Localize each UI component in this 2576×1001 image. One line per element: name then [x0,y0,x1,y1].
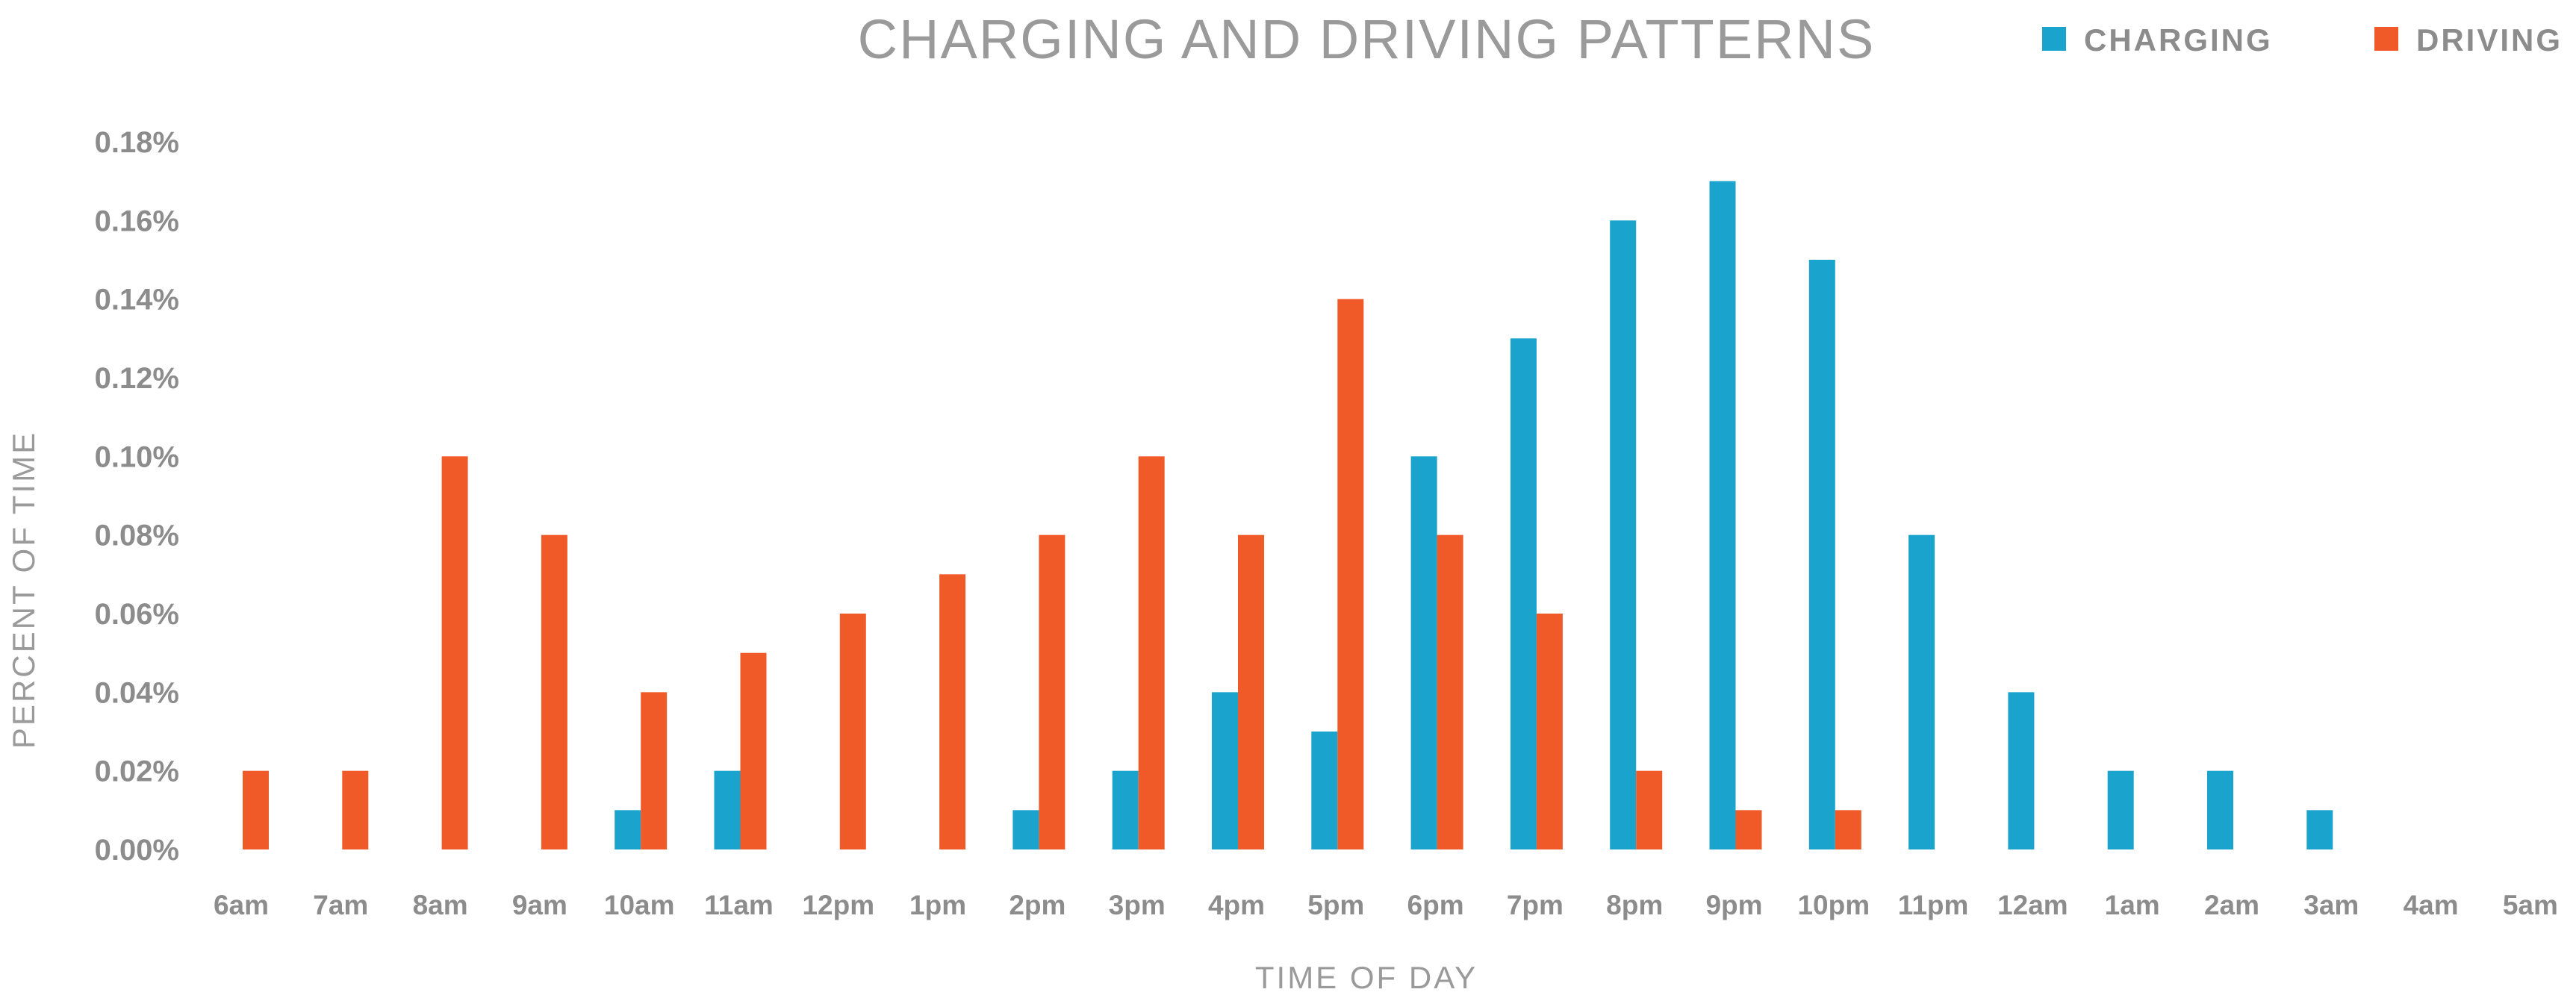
x-tick-label: 11pm [1898,890,1969,920]
x-axis-label: TIME OF DAY [1255,960,1478,995]
legend-swatch [2042,27,2066,51]
y-tick-label: 0.04% [95,676,179,709]
driving-bar [1735,810,1762,849]
driving-bar [939,574,966,849]
x-tick-label: 10am [604,890,675,920]
x-tick-label: 8pm [1606,890,1663,920]
charging-bar [1908,534,1935,849]
charging-bar [1610,220,1637,849]
driving-bar [441,456,468,849]
legend-label: DRIVING [2416,22,2563,57]
x-axis-ticks: 6am 7am 8am 9am 10am 11am 12pm 1pm 2pm 3pm 4pm 5pm 6… [214,890,2558,920]
x-tick-label: 5am [2503,890,2558,920]
x-tick-label: 9pm [1705,890,1762,920]
charging-bar [1410,456,1437,849]
y-tick-label: 0.12% [95,362,179,395]
y-tick-label: 0.06% [95,598,179,631]
charging-bar [615,810,641,849]
driving-bar [1238,534,1264,849]
driving-bar [1536,614,1563,849]
charging-bar [2306,810,2333,849]
x-tick-label: 3am [2303,890,2359,920]
y-tick-label: 0.18% [95,126,179,159]
x-tick-label: 5pm [1307,890,1364,920]
x-tick-label: 7am [313,890,368,920]
x-tick-label: 4am [2404,890,2459,920]
driving-bar [1835,810,1861,849]
x-tick-label: 9am [512,890,567,920]
driving-bar [1138,456,1165,849]
x-tick-label: 11am [704,890,774,920]
driving-bar [641,692,668,849]
charging-bar [1112,770,1139,849]
driving-bar [541,534,567,849]
y-tick-label: 0.10% [95,440,179,473]
x-tick-label: 4pm [1208,890,1265,920]
y-tick-label: 0.14% [95,284,179,316]
charging-bar [1212,692,1238,849]
driving-bar [1437,534,1463,849]
x-tick-label: 3pm [1109,890,1166,920]
x-tick-label: 8am [413,890,468,920]
charging-bar [1012,810,1039,849]
legend-label: CHARGING [2084,22,2273,57]
x-tick-label: 10pm [1797,890,1870,920]
charging-bar [1709,181,1736,849]
y-tick-label: 0.02% [95,755,179,788]
driving-bar [1636,770,1663,849]
y-tick-label: 0.16% [95,205,179,237]
x-tick-label: 12pm [802,890,874,920]
charging-bar [2008,692,2035,849]
x-tick-label: 1pm [909,890,966,920]
legend: CHARGING DRIVING [2042,22,2563,57]
y-tick-label: 0.08% [95,520,179,552]
x-tick-label: 6pm [1407,890,1464,920]
driving-bar [1337,299,1364,850]
driving-bar [740,652,767,849]
x-tick-label: 7pm [1507,890,1564,920]
legend-swatch [2374,27,2398,51]
chart-title: CHARGING AND DRIVING PATTERNS [858,8,1876,70]
driving-bar [839,614,866,849]
charging-bar [1808,260,1835,849]
x-tick-label: 2am [2204,890,2259,920]
driving-bar [342,770,369,849]
y-tick-label: 0.00% [95,834,179,867]
charging-bar [1311,732,1338,849]
x-tick-label: 12am [1997,890,2068,920]
x-tick-label: 2pm [1009,890,1065,920]
driving-bar [243,770,269,849]
y-axis-label: PERCENT OF TIME [6,431,41,749]
y-axis-ticks: 0.00% 0.02% 0.04% 0.06% 0.08% 0.10% 0.12% 0.14%… [95,126,179,867]
x-tick-label: 1am [2105,890,2160,920]
x-tick-label: 6am [214,890,269,920]
charging-bar [714,770,741,849]
charging-bar [2207,770,2233,849]
charging-bar [1510,338,1537,849]
driving-bar [1039,534,1065,849]
charging-bar [2107,770,2134,849]
bars [243,181,2333,850]
